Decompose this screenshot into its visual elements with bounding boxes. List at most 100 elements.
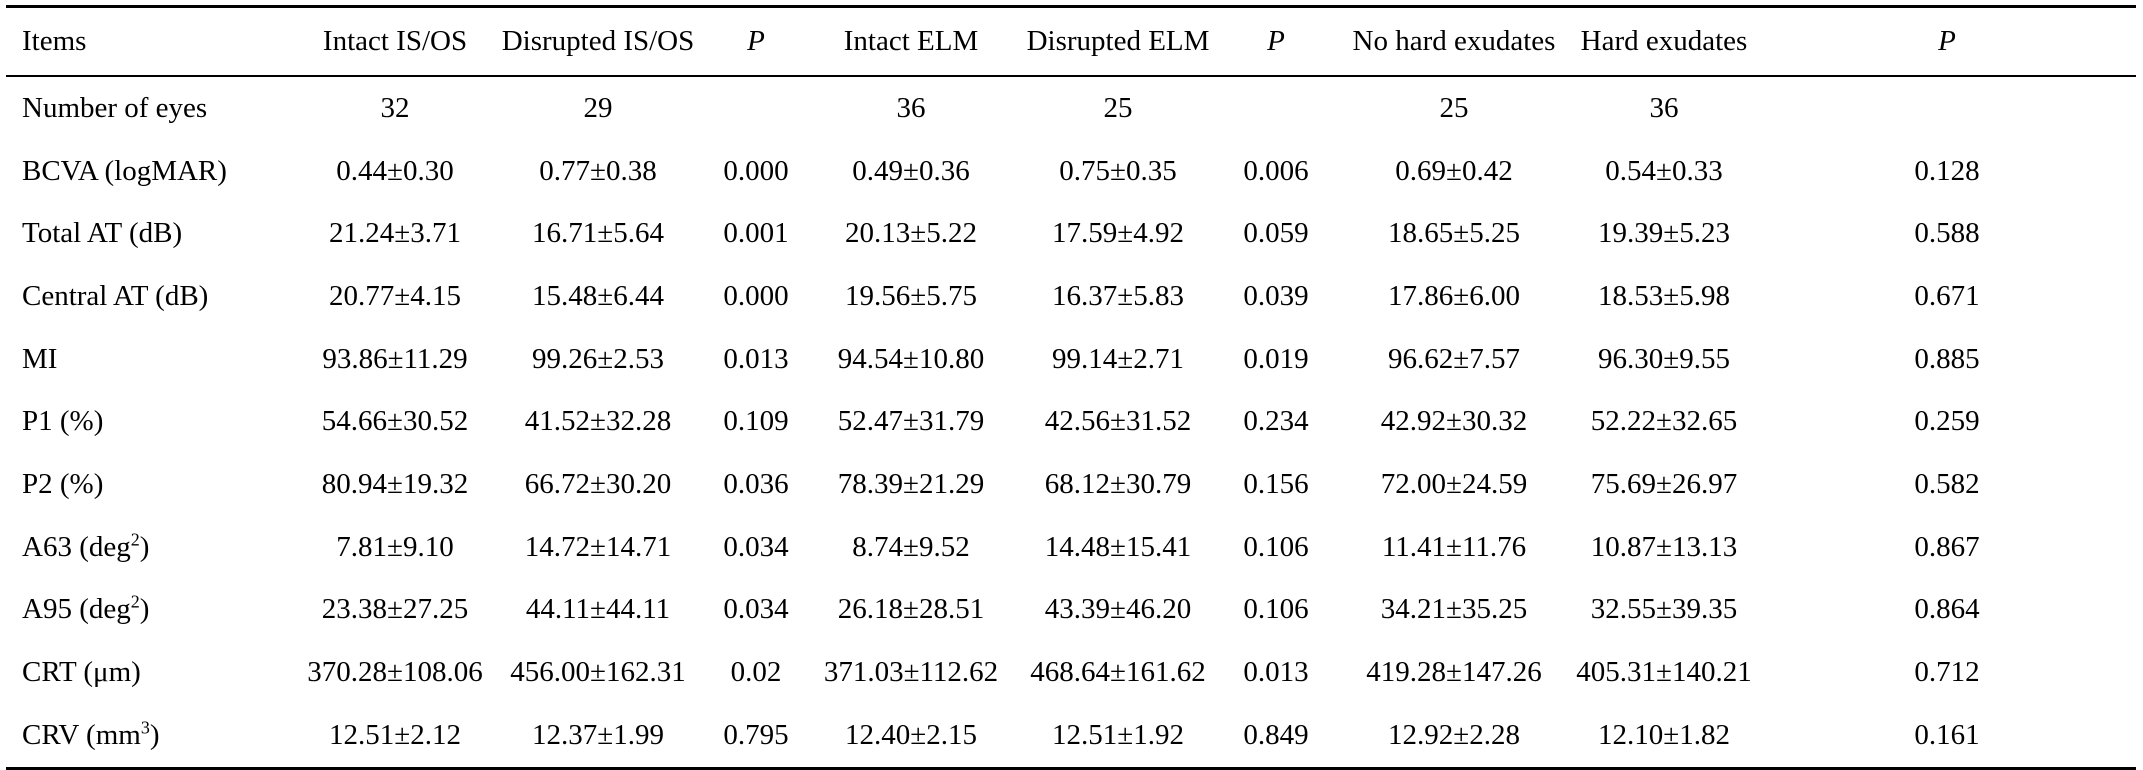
value-cell: 405.31±140.21: [1576, 656, 1752, 689]
results-table: Items Intact IS/OS Disrupted IS/OS P Intact …: [6, 5, 2136, 770]
row-label-superscript: 2: [130, 529, 140, 549]
value-cell: 18.53±5.98: [1598, 279, 1730, 312]
table-row: P1 (%) 54.66±30.52 41.52±32.28 0.109 52.47±3…: [6, 390, 2136, 453]
header-column: Disrupted ELM: [1026, 25, 1210, 57]
p-value-cell: 0.039: [1243, 279, 1309, 312]
value-cell: 75.69±26.97: [1590, 467, 1738, 500]
table-row: A63 (deg2) 7.81±9.10 14.72±14.71 0.034 8.74±…: [6, 516, 2136, 579]
value-cell: 20.13±5.22: [845, 217, 977, 250]
row-label-text: A95 (deg: [22, 593, 131, 626]
value-cell: 14.48±15.41: [1044, 530, 1192, 563]
value-cell: 99.14±2.71: [1052, 342, 1184, 375]
value-cell: 12.37±1.99: [532, 718, 664, 751]
row-label-text: BCVA (logMAR): [22, 154, 227, 187]
p-value-cell: 0.059: [1243, 217, 1309, 250]
value-cell: 32: [380, 91, 410, 124]
p-value-cell: 0.000: [723, 154, 789, 187]
p-value-cell: 0.109: [723, 405, 789, 438]
header-items: Items: [22, 25, 87, 57]
row-label: CRV (mm3): [6, 704, 306, 768]
value-cell: 15.48±6.44: [532, 279, 664, 312]
value-cell: 0.75±0.35: [1059, 154, 1177, 187]
header-column: Intact ELM: [843, 25, 979, 57]
row-label-superscript: 3: [140, 717, 150, 738]
value-cell: 94.54±10.80: [837, 342, 985, 375]
value-cell: 93.86±11.29: [322, 342, 468, 375]
p-value-cell: 0.001: [723, 217, 789, 250]
header-p-value: P: [1938, 25, 1956, 57]
p-value-cell: 0.234: [1243, 405, 1309, 438]
table-row: P2 (%) 80.94±19.32 66.72±30.20 0.036 78.39±2…: [6, 453, 2136, 516]
header-p-value: P: [747, 25, 765, 57]
row-label: A63 (deg2): [6, 516, 306, 579]
value-cell: 25: [1439, 91, 1469, 124]
header-column: Intact IS/OS: [322, 25, 468, 57]
value-cell: 16.71±5.64: [532, 217, 664, 250]
row-label-text: Total AT (dB): [22, 217, 183, 250]
value-cell: 12.51±2.12: [329, 718, 461, 751]
value-cell: 14.72±14.71: [524, 530, 672, 563]
header-column: Hard exudates: [1580, 25, 1748, 57]
row-label-text: P1 (%): [22, 405, 104, 438]
value-cell: 78.39±21.29: [837, 467, 985, 500]
table-row: CRV (mm3) 12.51±2.12 12.37±1.99 0.795 12.40±…: [6, 704, 2136, 769]
value-cell: 52.47±31.79: [837, 405, 985, 438]
value-cell: 456.00±162.31: [510, 656, 686, 689]
value-cell: 0.69±0.42: [1395, 154, 1513, 187]
value-cell: 12.51±1.92: [1052, 718, 1184, 751]
table-row: BCVA (logMAR) 0.44±0.30 0.77±0.38 0.000 0.49…: [6, 140, 2136, 203]
header-p-value: P: [1267, 25, 1285, 57]
value-cell: 52.22±32.65: [1590, 405, 1738, 438]
value-cell: 42.56±31.52: [1044, 405, 1192, 438]
results-table-container: Items Intact IS/OS Disrupted IS/OS P Intact …: [6, 6, 2136, 769]
p-value-cell: 0.106: [1243, 593, 1309, 626]
value-cell: 18.65±5.25: [1388, 217, 1520, 250]
p-value-cell: 0.019: [1243, 342, 1309, 375]
value-cell: 41.52±32.28: [524, 405, 672, 438]
value-cell: 370.28±108.06: [307, 656, 483, 689]
p-value-cell: [1758, 76, 2136, 140]
value-cell: 96.30±9.55: [1598, 342, 1730, 375]
value-cell: 12.10±1.82: [1598, 718, 1730, 751]
p-value-cell: 0.849: [1243, 718, 1309, 751]
value-cell: 99.26±2.53: [532, 342, 664, 375]
table-body: Number of eyes 32 29 36 25 25 36 BCVA (logMAR) 0…: [6, 76, 2136, 769]
row-label-text: P2 (%): [22, 467, 104, 500]
p-value-cell: 0.259: [1914, 405, 1980, 438]
value-cell: 66.72±30.20: [524, 467, 672, 500]
row-label-text: Number of eyes: [22, 91, 208, 124]
p-value-cell: 0.013: [1243, 656, 1309, 689]
value-cell: 8.74±9.52: [852, 530, 970, 563]
value-cell: 42.92±30.32: [1380, 405, 1528, 438]
row-label: BCVA (logMAR): [6, 140, 306, 203]
value-cell: 44.11±44.11: [525, 593, 671, 626]
value-cell: 16.37±5.83: [1052, 279, 1184, 312]
p-value-cell: 0.013: [723, 342, 789, 375]
row-label: P1 (%): [6, 390, 306, 453]
p-value-cell: 0.795: [723, 718, 789, 751]
value-cell: 26.18±28.51: [837, 593, 985, 626]
value-cell: 20.77±4.15: [329, 279, 461, 312]
value-cell: 68.12±30.79: [1044, 467, 1192, 500]
value-cell: 19.39±5.23: [1598, 217, 1730, 250]
value-cell: 371.03±112.62: [823, 656, 999, 689]
value-cell: 419.28±147.26: [1366, 656, 1542, 689]
value-cell: 7.81±9.10: [336, 530, 454, 563]
value-cell: 54.66±30.52: [321, 405, 469, 438]
value-cell: 0.49±0.36: [852, 154, 970, 187]
value-cell: 96.62±7.57: [1388, 342, 1520, 375]
value-cell: 468.64±161.62: [1030, 656, 1206, 689]
p-value-cell: 0.582: [1914, 467, 1980, 500]
value-cell: 17.59±4.92: [1052, 217, 1184, 250]
p-value-cell: 0.034: [723, 530, 789, 563]
table-row: A95 (deg2) 23.38±27.25 44.11±44.11 0.034 26.…: [6, 579, 2136, 642]
table-row: Number of eyes 32 29 36 25 25 36: [6, 76, 2136, 140]
row-label: A95 (deg2): [6, 579, 306, 642]
value-cell: 80.94±19.32: [321, 467, 469, 500]
p-value-cell: 0.885: [1914, 342, 1980, 375]
table-row: MI 93.86±11.29 99.26±2.53 0.013 94.54±10.80 9…: [6, 328, 2136, 391]
p-value-cell: 0.128: [1914, 154, 1980, 187]
p-value-cell: 0.106: [1243, 530, 1309, 563]
value-cell: 43.39±46.20: [1044, 593, 1192, 626]
row-label: MI: [6, 328, 306, 391]
